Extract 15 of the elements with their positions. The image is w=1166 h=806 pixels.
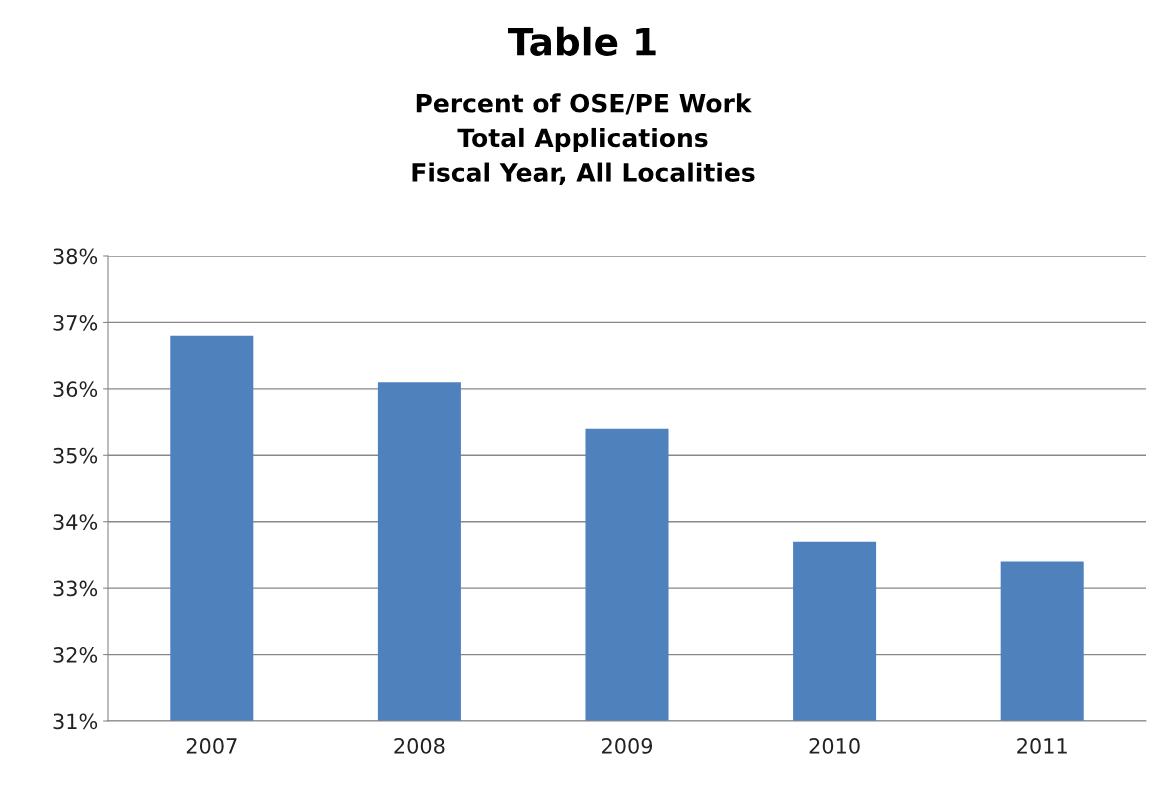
x-tick-label: 2011 bbox=[1017, 738, 1067, 754]
y-tick-label: 37% bbox=[53, 314, 98, 331]
y-tick-label: 38% bbox=[53, 248, 98, 265]
y-tick-label: 35% bbox=[53, 447, 98, 464]
y-tick-label: 31% bbox=[53, 713, 98, 730]
x-tick-label: 2007 bbox=[186, 738, 237, 754]
y-tick-label: 32% bbox=[53, 647, 98, 663]
chart-subtitle: Percent of OSE/PE Work Total Applications Fiscal Year, All Localities bbox=[412, 93, 755, 186]
x-tick-label: 2010 bbox=[809, 738, 860, 754]
chart-title: Table 1 bbox=[508, 26, 656, 56]
x-tick-label: 2008 bbox=[394, 738, 445, 754]
y-tick-label: 36% bbox=[53, 381, 98, 398]
x-tick-label: 2009 bbox=[602, 738, 653, 754]
y-tick-label: 34% bbox=[53, 514, 98, 530]
y-tick-label: 33% bbox=[53, 580, 98, 597]
